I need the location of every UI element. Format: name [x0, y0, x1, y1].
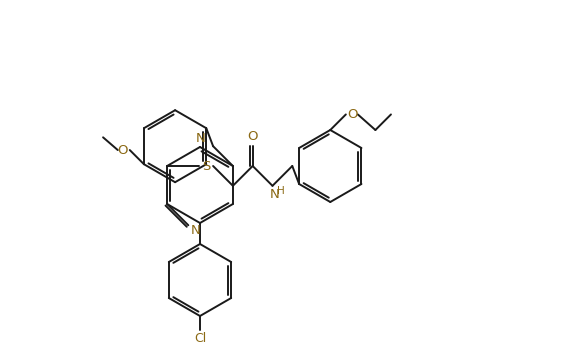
Text: O: O — [348, 108, 358, 121]
Text: O: O — [247, 131, 258, 144]
Text: N: N — [196, 132, 206, 145]
Text: N: N — [190, 224, 200, 237]
Text: S: S — [202, 159, 210, 172]
Text: H: H — [276, 186, 284, 196]
Text: N: N — [270, 188, 279, 201]
Text: O: O — [117, 144, 128, 157]
Text: Cl: Cl — [194, 332, 206, 345]
